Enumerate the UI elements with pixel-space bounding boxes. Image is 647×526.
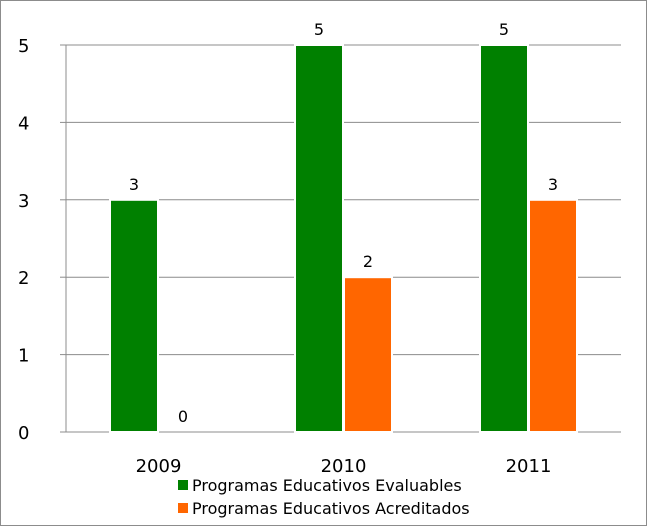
bar-2010-series-1 xyxy=(343,276,393,434)
bar-2011-series-0 xyxy=(479,44,529,433)
legend-swatch-series-1 xyxy=(178,503,188,513)
legend: Programas Educativos Evaluables Programas… xyxy=(178,476,470,518)
legend-swatch-series-0 xyxy=(178,480,188,490)
bar-2010-series-0 xyxy=(294,44,344,433)
y-tick-label: 3 xyxy=(18,191,29,212)
x-tick-label: 2009 xyxy=(136,456,182,477)
data-label-2010-series-1: 2 xyxy=(363,252,373,271)
data-labels: 3 0 5 2 5 3 xyxy=(129,20,558,426)
x-tick-labels: 2009 2010 2011 xyxy=(136,456,552,477)
y-tick-labels: 0 1 2 3 4 5 xyxy=(18,36,29,444)
data-label-2011-series-1: 3 xyxy=(548,175,558,194)
data-label-2010-series-0: 5 xyxy=(314,20,324,39)
y-tick-label: 5 xyxy=(18,36,29,57)
y-tick-label: 2 xyxy=(18,268,29,289)
y-tick-label: 4 xyxy=(18,113,29,134)
x-tick-label: 2010 xyxy=(321,456,367,477)
bar-2009-series-0 xyxy=(109,198,159,433)
data-label-2009-series-0: 3 xyxy=(129,175,139,194)
legend-label-series-0: Programas Educativos Evaluables xyxy=(192,476,462,495)
bar-2011-series-1 xyxy=(528,198,578,433)
data-label-2009-series-1: 0 xyxy=(178,407,188,426)
y-tick-label: 0 xyxy=(18,423,29,444)
y-tick-label: 1 xyxy=(18,346,29,367)
x-tick-label: 2011 xyxy=(506,456,552,477)
legend-label-series-1: Programas Educativos Acreditados xyxy=(192,499,470,518)
data-label-2011-series-0: 5 xyxy=(499,20,509,39)
bars xyxy=(109,44,578,434)
